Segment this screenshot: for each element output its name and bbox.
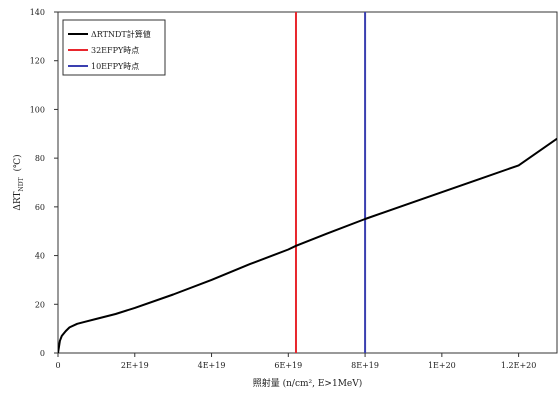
x-axis-title: 照射量 (n/cm², E>1MeV) (253, 377, 363, 389)
x-tick-label: 4E+19 (198, 361, 226, 370)
y-tick-label: 80 (35, 154, 45, 163)
x-tick-label: 1E+20 (428, 361, 456, 370)
y-tick-label: 0 (40, 349, 45, 358)
legend-label: ΔRTNDT計算値 (91, 29, 151, 39)
x-tick-label: 0 (55, 361, 60, 370)
y-axis-title: ΔRTNDT(℃) (12, 154, 25, 210)
y-tick-label: 100 (30, 105, 45, 114)
legend-label: 10EFPY時点 (91, 62, 139, 71)
series-line (58, 137, 557, 353)
y-tick-label: 20 (35, 300, 45, 309)
y-tick-label: 60 (35, 203, 45, 212)
plot-area (57, 11, 558, 354)
x-tick-label: 2E+19 (121, 361, 149, 370)
y-tick-label: 120 (30, 57, 45, 66)
y-tick-label: 140 (30, 8, 45, 17)
x-tick-label: 8E+19 (351, 361, 379, 370)
y-tick-label: 40 (35, 252, 45, 261)
x-tick-label: 1.2E+20 (501, 361, 536, 370)
x-tick-label: 6E+19 (274, 361, 302, 370)
legend-label: 32EFPY時点 (91, 46, 139, 55)
